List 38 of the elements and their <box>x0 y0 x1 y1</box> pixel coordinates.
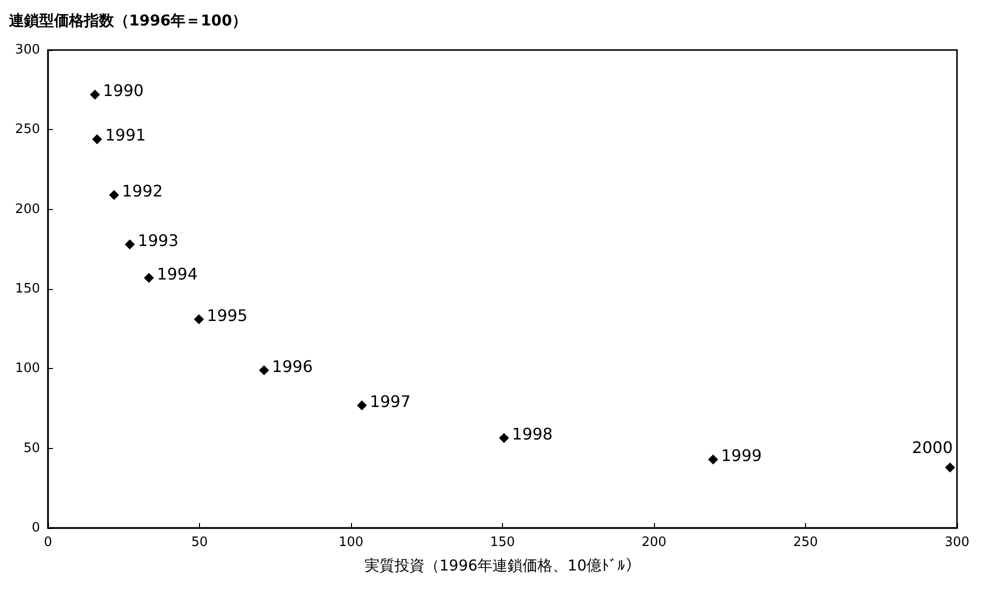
annotation: 1998 <box>512 424 553 444</box>
x-tick-label: 100 <box>338 535 364 550</box>
point <box>90 90 100 100</box>
point <box>194 314 204 324</box>
annotation: 2000 <box>912 438 953 457</box>
y-tick-label: 50 <box>23 440 40 456</box>
y-tick-label: 300 <box>15 42 40 58</box>
x-tick-label: 0 <box>44 535 52 550</box>
point <box>945 462 956 472</box>
point <box>92 134 102 144</box>
annotation: 1991 <box>105 126 146 145</box>
x-tick-label: 150 <box>490 535 515 550</box>
x-tick-label: 200 <box>642 535 666 550</box>
point <box>708 454 718 464</box>
annotation: 1992 <box>122 181 163 200</box>
point <box>356 400 367 410</box>
point <box>499 432 510 443</box>
annotation: 1997 <box>370 392 411 411</box>
annotation: 1999 <box>721 446 762 465</box>
y-tick-label: 100 <box>15 361 40 376</box>
y-tick-label: 200 <box>15 202 40 217</box>
y-tick-label: 0 <box>32 520 40 536</box>
x-tick-label: 250 <box>793 535 818 550</box>
x-axis-title: 実質投資（1996年連鎖価格、10億ﾄﾞﾙ） <box>364 556 641 574</box>
point <box>109 190 120 200</box>
point <box>259 365 270 376</box>
annotation: 1995 <box>206 306 248 325</box>
annotation: 1996 <box>272 356 313 376</box>
annotation: 1993 <box>138 230 179 250</box>
y-tick-label: 250 <box>15 122 40 138</box>
x-tick-label: 300 <box>944 535 970 550</box>
y-tick-label: 150 <box>15 282 40 296</box>
annotation: 1994 <box>156 264 198 284</box>
x-tick-label: 50 <box>191 535 208 550</box>
point <box>144 272 154 283</box>
chart-title: 連鎖型価格指数（1996年＝100） <box>8 12 248 30</box>
point <box>124 239 135 250</box>
annotation: 1990 <box>102 81 144 100</box>
